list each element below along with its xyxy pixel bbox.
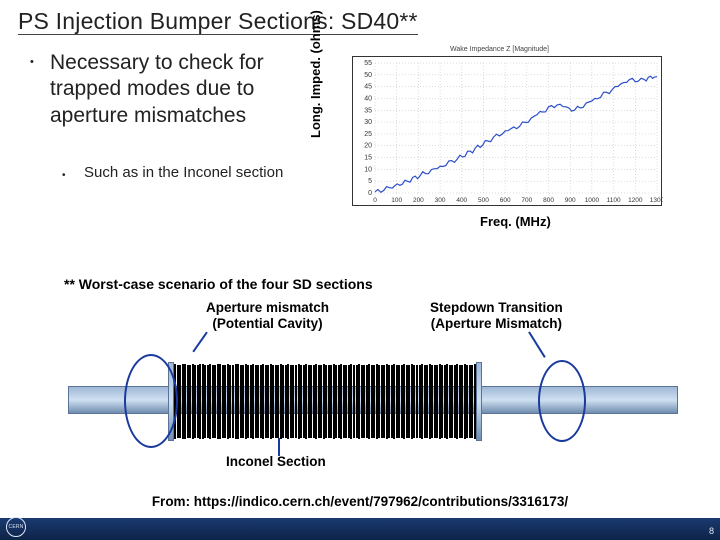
chart-svg: 0 5 10 15 20 25 30 35 40 45 50 55 0 100 200 300 400 500 60… (353, 57, 663, 207)
chart-plot-area: 0 5 10 15 20 25 30 35 40 45 50 55 0 100 200 300 400 500 60… (352, 56, 662, 206)
chart-xlabel: Freq. (MHz) (480, 214, 551, 229)
svg-text:500: 500 (478, 197, 489, 204)
chart-small-title: Wake Impedance Z [Magnitude] (450, 46, 549, 53)
label-inconel-section: Inconel Section (226, 454, 326, 469)
svg-text:50: 50 (364, 72, 372, 79)
slide-number: 8 (709, 526, 714, 536)
svg-text:35: 35 (364, 107, 372, 114)
bullet-sub-marker: • (62, 170, 66, 181)
bullet-sub-text: Such as in the Inconel section (84, 164, 294, 183)
svg-text:45: 45 (364, 84, 372, 91)
svg-text:700: 700 (521, 197, 532, 204)
svg-text:1200: 1200 (628, 197, 643, 204)
svg-text:20: 20 (364, 143, 372, 150)
endcap-right (476, 362, 482, 441)
svg-text:55: 55 (364, 60, 372, 67)
page-title: PS Injection Bumper Sections: SD40** (18, 8, 418, 35)
svg-text:40: 40 (364, 95, 372, 102)
svg-text:15: 15 (364, 155, 372, 162)
footnote-text: ** Worst-case scenario of the four SD se… (64, 276, 373, 292)
svg-text:100: 100 (391, 197, 402, 204)
impedance-chart: Long. Imped. (ohms) Wake Impedance Z [Ma… (320, 48, 675, 228)
cern-logo-icon: CERN (6, 517, 26, 537)
svg-text:1300: 1300 (650, 197, 663, 204)
footer-bar: CERN 8 (0, 518, 720, 540)
annotation-circle-left (124, 354, 178, 448)
svg-text:300: 300 (435, 197, 446, 204)
source-credit: From: https://indico.cern.ch/event/79796… (0, 494, 720, 509)
svg-text:1100: 1100 (607, 197, 621, 204)
chart-ylabel: Long. Imped. (ohms) (308, 10, 323, 138)
svg-text:1000: 1000 (585, 197, 600, 204)
svg-text:5: 5 (368, 178, 372, 185)
svg-text:25: 25 (364, 131, 372, 138)
svg-text:200: 200 (413, 197, 424, 204)
label-aperture-mismatch: Aperture mismatch(Potential Cavity) (206, 300, 329, 331)
svg-text:400: 400 (456, 197, 467, 204)
annotation-line-right (528, 332, 545, 358)
annotation-line-left (192, 332, 207, 353)
svg-text:30: 30 (364, 119, 372, 126)
svg-text:600: 600 (500, 197, 511, 204)
label-stepdown-transition: Stepdown Transition(Aperture Mismatch) (430, 300, 563, 331)
annotation-circle-right (538, 360, 586, 442)
svg-text:10: 10 (364, 166, 372, 173)
svg-text:800: 800 (543, 197, 554, 204)
bullet-main-marker: • (30, 56, 34, 68)
svg-text:0: 0 (368, 190, 372, 197)
bullet-main-text: Necessary to check for trapped modes due… (50, 50, 300, 129)
svg-text:900: 900 (565, 197, 576, 204)
bumper-diagram: Aperture mismatch(Potential Cavity) Step… (68, 324, 678, 474)
svg-text:0: 0 (373, 197, 377, 204)
